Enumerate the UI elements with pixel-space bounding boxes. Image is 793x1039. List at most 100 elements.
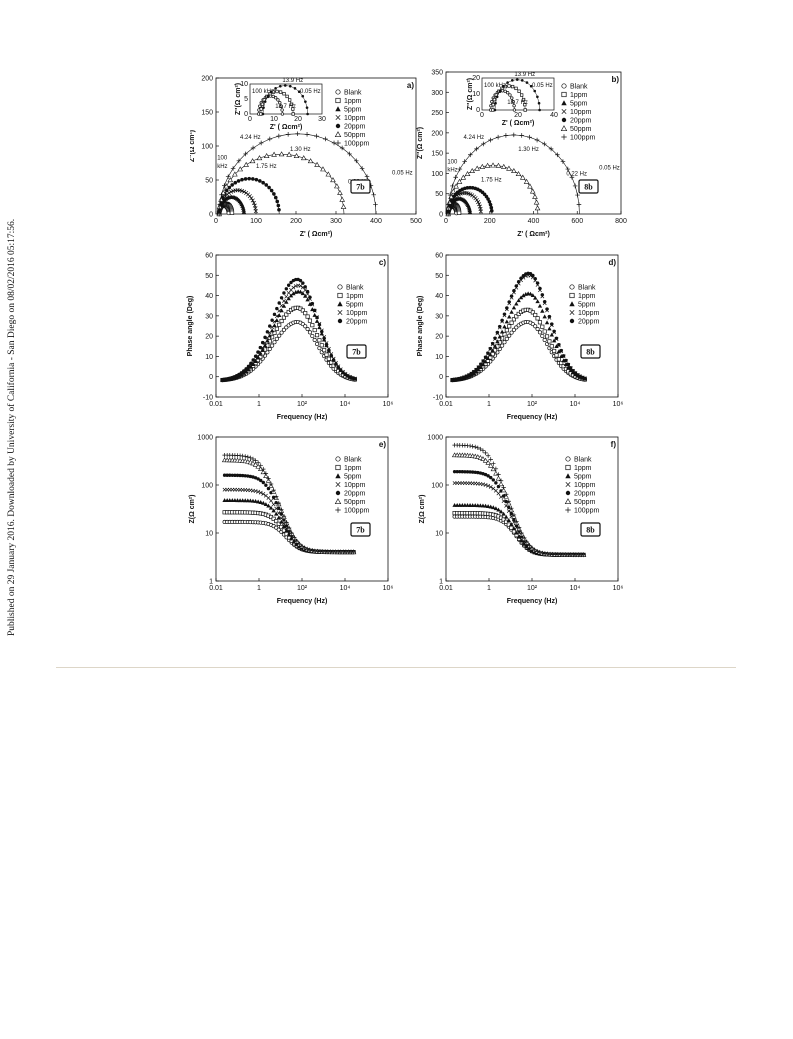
inset-data-point [512, 104, 516, 108]
data-point [519, 276, 523, 280]
data-point [286, 151, 292, 157]
data-point [246, 364, 251, 368]
inset-data-point [498, 89, 502, 93]
inset-y-tick-label: 10 [240, 81, 248, 88]
inset-data-point [263, 100, 267, 103]
data-point [249, 196, 254, 201]
data-point [249, 361, 253, 366]
data-point [259, 478, 263, 483]
data-point [566, 362, 571, 367]
data-point [559, 354, 564, 359]
data-point [303, 285, 307, 289]
data-point [271, 516, 276, 521]
y-tick-label: 200 [431, 130, 443, 137]
data-point [488, 137, 493, 143]
inset-data-point [523, 108, 527, 112]
data-point [504, 499, 508, 504]
legend-marker [335, 456, 341, 462]
data-point [221, 183, 227, 188]
data-point [250, 456, 256, 462]
data-point [463, 470, 467, 474]
data-point [486, 483, 491, 488]
x-axis-title: Frequency (Hz) [507, 414, 558, 421]
inset-data-point [493, 108, 497, 112]
inset-data-point [529, 84, 533, 88]
fit-line [218, 153, 345, 215]
inset-y-tick-label: 0 [244, 111, 248, 118]
data-point [300, 291, 306, 296]
data-point [534, 137, 540, 143]
data-point [255, 463, 261, 469]
legend-entry: Blank [570, 84, 588, 91]
data-point [478, 446, 483, 452]
inset-data-point [523, 103, 527, 107]
legend-entry: 100ppm [574, 508, 599, 515]
data-point [286, 296, 291, 301]
data-point [483, 472, 488, 477]
data-point [488, 504, 493, 509]
data-point [298, 289, 303, 294]
data-point [310, 333, 315, 339]
data-point [279, 507, 284, 512]
data-point [286, 525, 292, 531]
data-point [243, 177, 248, 181]
data-point [270, 343, 275, 348]
data-point [537, 320, 543, 325]
data-point [279, 303, 284, 308]
legend-entry: 100ppm [344, 141, 369, 148]
legend-marker [335, 123, 341, 129]
data-point [565, 166, 571, 172]
data-point [462, 159, 467, 164]
x-tick-label: 0.01 [439, 401, 453, 408]
data-point [279, 519, 284, 524]
data-point [312, 328, 317, 333]
x-axis-title: Z' ( Ωcm²) [517, 231, 550, 238]
legend-entry: 5ppm [344, 107, 362, 114]
data-point [236, 179, 241, 183]
x-tick-label: 10⁴ [570, 401, 581, 408]
legend-entry: Blank [346, 285, 364, 292]
data-point [247, 459, 254, 465]
data-point [304, 132, 310, 137]
data-point [251, 475, 255, 479]
y-tick-label: 250 [431, 110, 443, 117]
data-point [291, 291, 296, 296]
x-axis-title: Z' ( Ωcm²) [300, 231, 333, 238]
data-point [556, 357, 561, 362]
data-point [529, 188, 536, 194]
data-point [275, 306, 279, 311]
data-point [315, 333, 320, 338]
figure-tag-box [350, 179, 371, 194]
data-point [533, 295, 538, 300]
legend-entry: 5ppm [344, 474, 362, 481]
data-point [269, 188, 274, 193]
y-tick-label: 200 [201, 76, 213, 83]
legend-marker [335, 464, 341, 471]
data-point [483, 503, 488, 508]
inset-data-point [510, 96, 514, 100]
data-point [245, 454, 251, 460]
data-point [275, 199, 280, 204]
data-point [373, 202, 378, 207]
data-point [496, 491, 501, 496]
data-point [284, 312, 289, 317]
data-point [307, 158, 314, 164]
data-point [479, 362, 483, 366]
x-tick-label: 1 [257, 585, 261, 592]
inset-data-point [262, 106, 265, 109]
data-point [240, 453, 245, 459]
data-point [230, 473, 235, 477]
data-point [458, 469, 462, 474]
data-point [304, 547, 310, 552]
data-point [479, 163, 486, 169]
data-point [353, 158, 359, 164]
y-tick-label: 1 [209, 579, 213, 586]
data-point [276, 521, 281, 526]
data-point [523, 178, 530, 184]
inset-data-point [520, 93, 524, 97]
data-point [264, 483, 268, 487]
data-point [502, 332, 507, 337]
legend-marker [565, 490, 571, 496]
data-point [261, 491, 266, 496]
